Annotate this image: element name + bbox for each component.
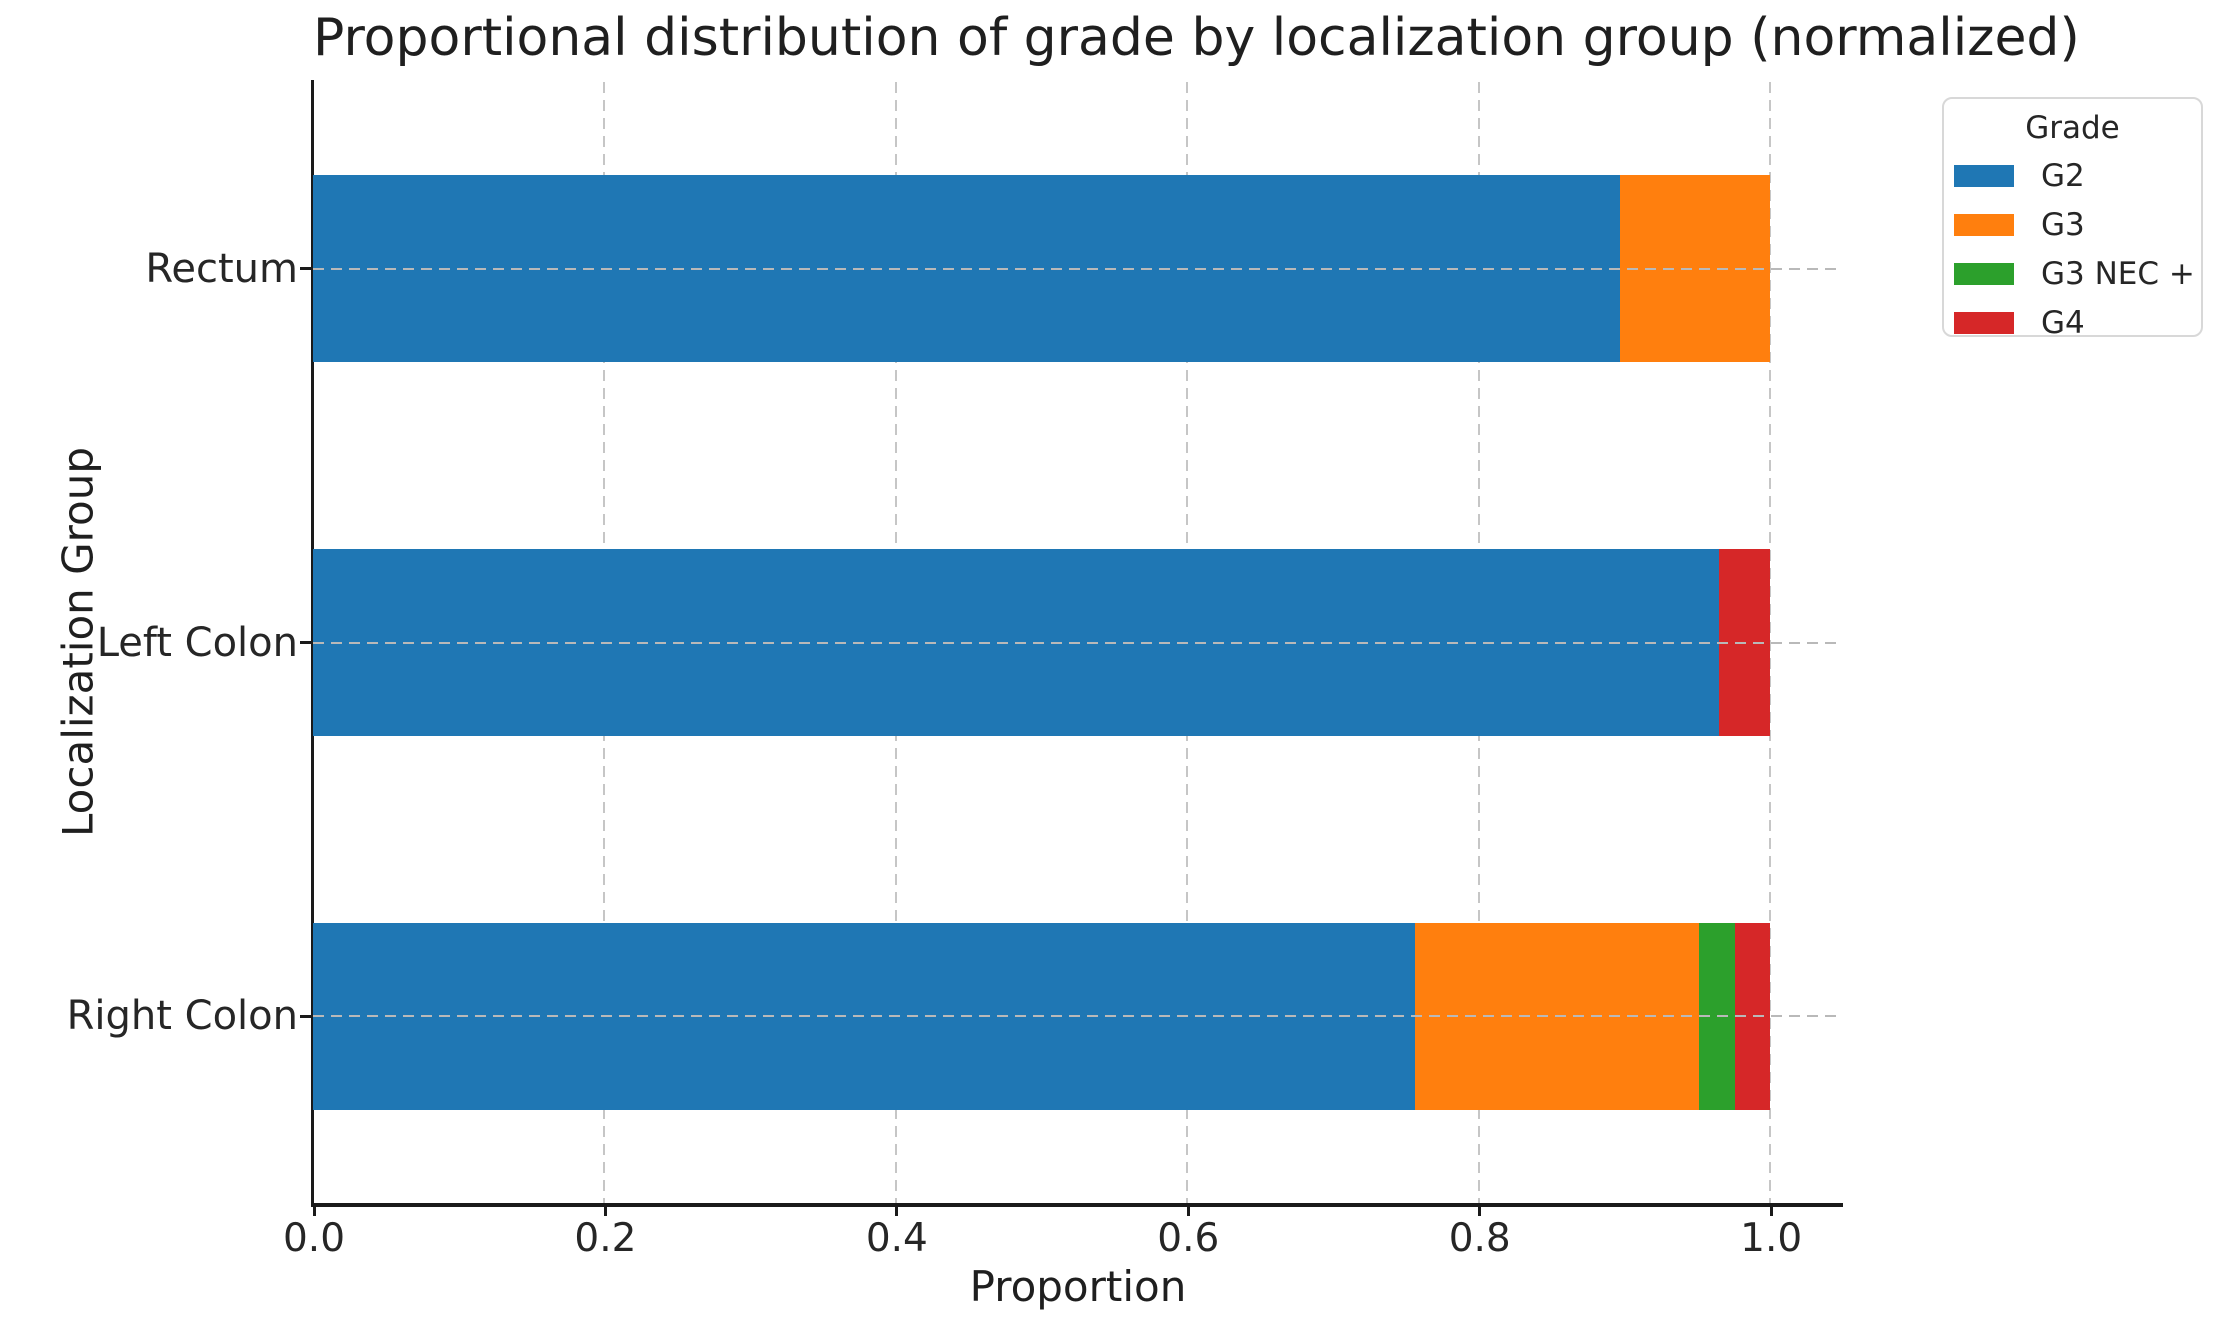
legend: Grade G2 G3 G3 NEC + G4: [1942, 97, 2203, 341]
x-tick-mark: [895, 1203, 899, 1216]
legend-item-g2: G2: [1944, 158, 2201, 194]
legend-label: G4: [2041, 305, 2085, 341]
x-tick-mark: [1769, 1203, 1773, 1216]
legend-item-g4: G4: [1944, 305, 2201, 341]
legend-items: G2 G3 G3 NEC + G4: [1944, 158, 2201, 354]
x-tick-label: 0.8: [1448, 1216, 1511, 1261]
y-tick-label: Right Colon: [66, 993, 298, 1040]
x-tick-mark: [1186, 1203, 1190, 1216]
legend-swatch-icon: [1954, 165, 2014, 187]
x-tick-mark: [603, 1203, 607, 1216]
x-tick-mark: [312, 1203, 316, 1216]
y-tick-label: Rectum: [145, 245, 298, 292]
y-tick-mark: [300, 1014, 313, 1018]
y-tick-mark: [300, 267, 313, 271]
legend-item-g3-nec-+: G3 NEC +: [1944, 256, 2201, 292]
legend-label: G3 NEC +: [2041, 256, 2195, 292]
x-tick-label: 1.0: [1740, 1216, 1803, 1261]
x-tick-label: 0.6: [1157, 1216, 1220, 1261]
legend-title: Grade: [2025, 110, 2120, 146]
legend-swatch-icon: [1954, 214, 2014, 236]
x-tick-label: 0.4: [865, 1216, 928, 1261]
x-tick-label: 0.0: [282, 1216, 346, 1261]
legend-label: G2: [2041, 158, 2085, 194]
y-tick-label: Left Colon: [96, 619, 298, 666]
gridline-horizontal: [313, 1015, 1843, 1018]
gridline-horizontal: [313, 641, 1843, 644]
x-tick-label: 0.2: [574, 1216, 637, 1261]
x-tick-mark: [1478, 1203, 1482, 1216]
plot-area: [313, 82, 1843, 1203]
y-axis-label: Localization Group: [53, 447, 103, 837]
legend-swatch-icon: [1954, 263, 2014, 285]
gridline-horizontal: [313, 267, 1843, 270]
legend-label: G3: [2041, 207, 2085, 243]
x-axis-label: Proportion: [969, 1262, 1187, 1311]
legend-swatch-icon: [1954, 312, 2014, 334]
legend-item-g3: G3: [1944, 207, 2201, 243]
x-axis-spine: [311, 1203, 1843, 1207]
y-tick-mark: [300, 641, 313, 644]
chart-title: Proportional distribution of grade by lo…: [313, 8, 2080, 68]
